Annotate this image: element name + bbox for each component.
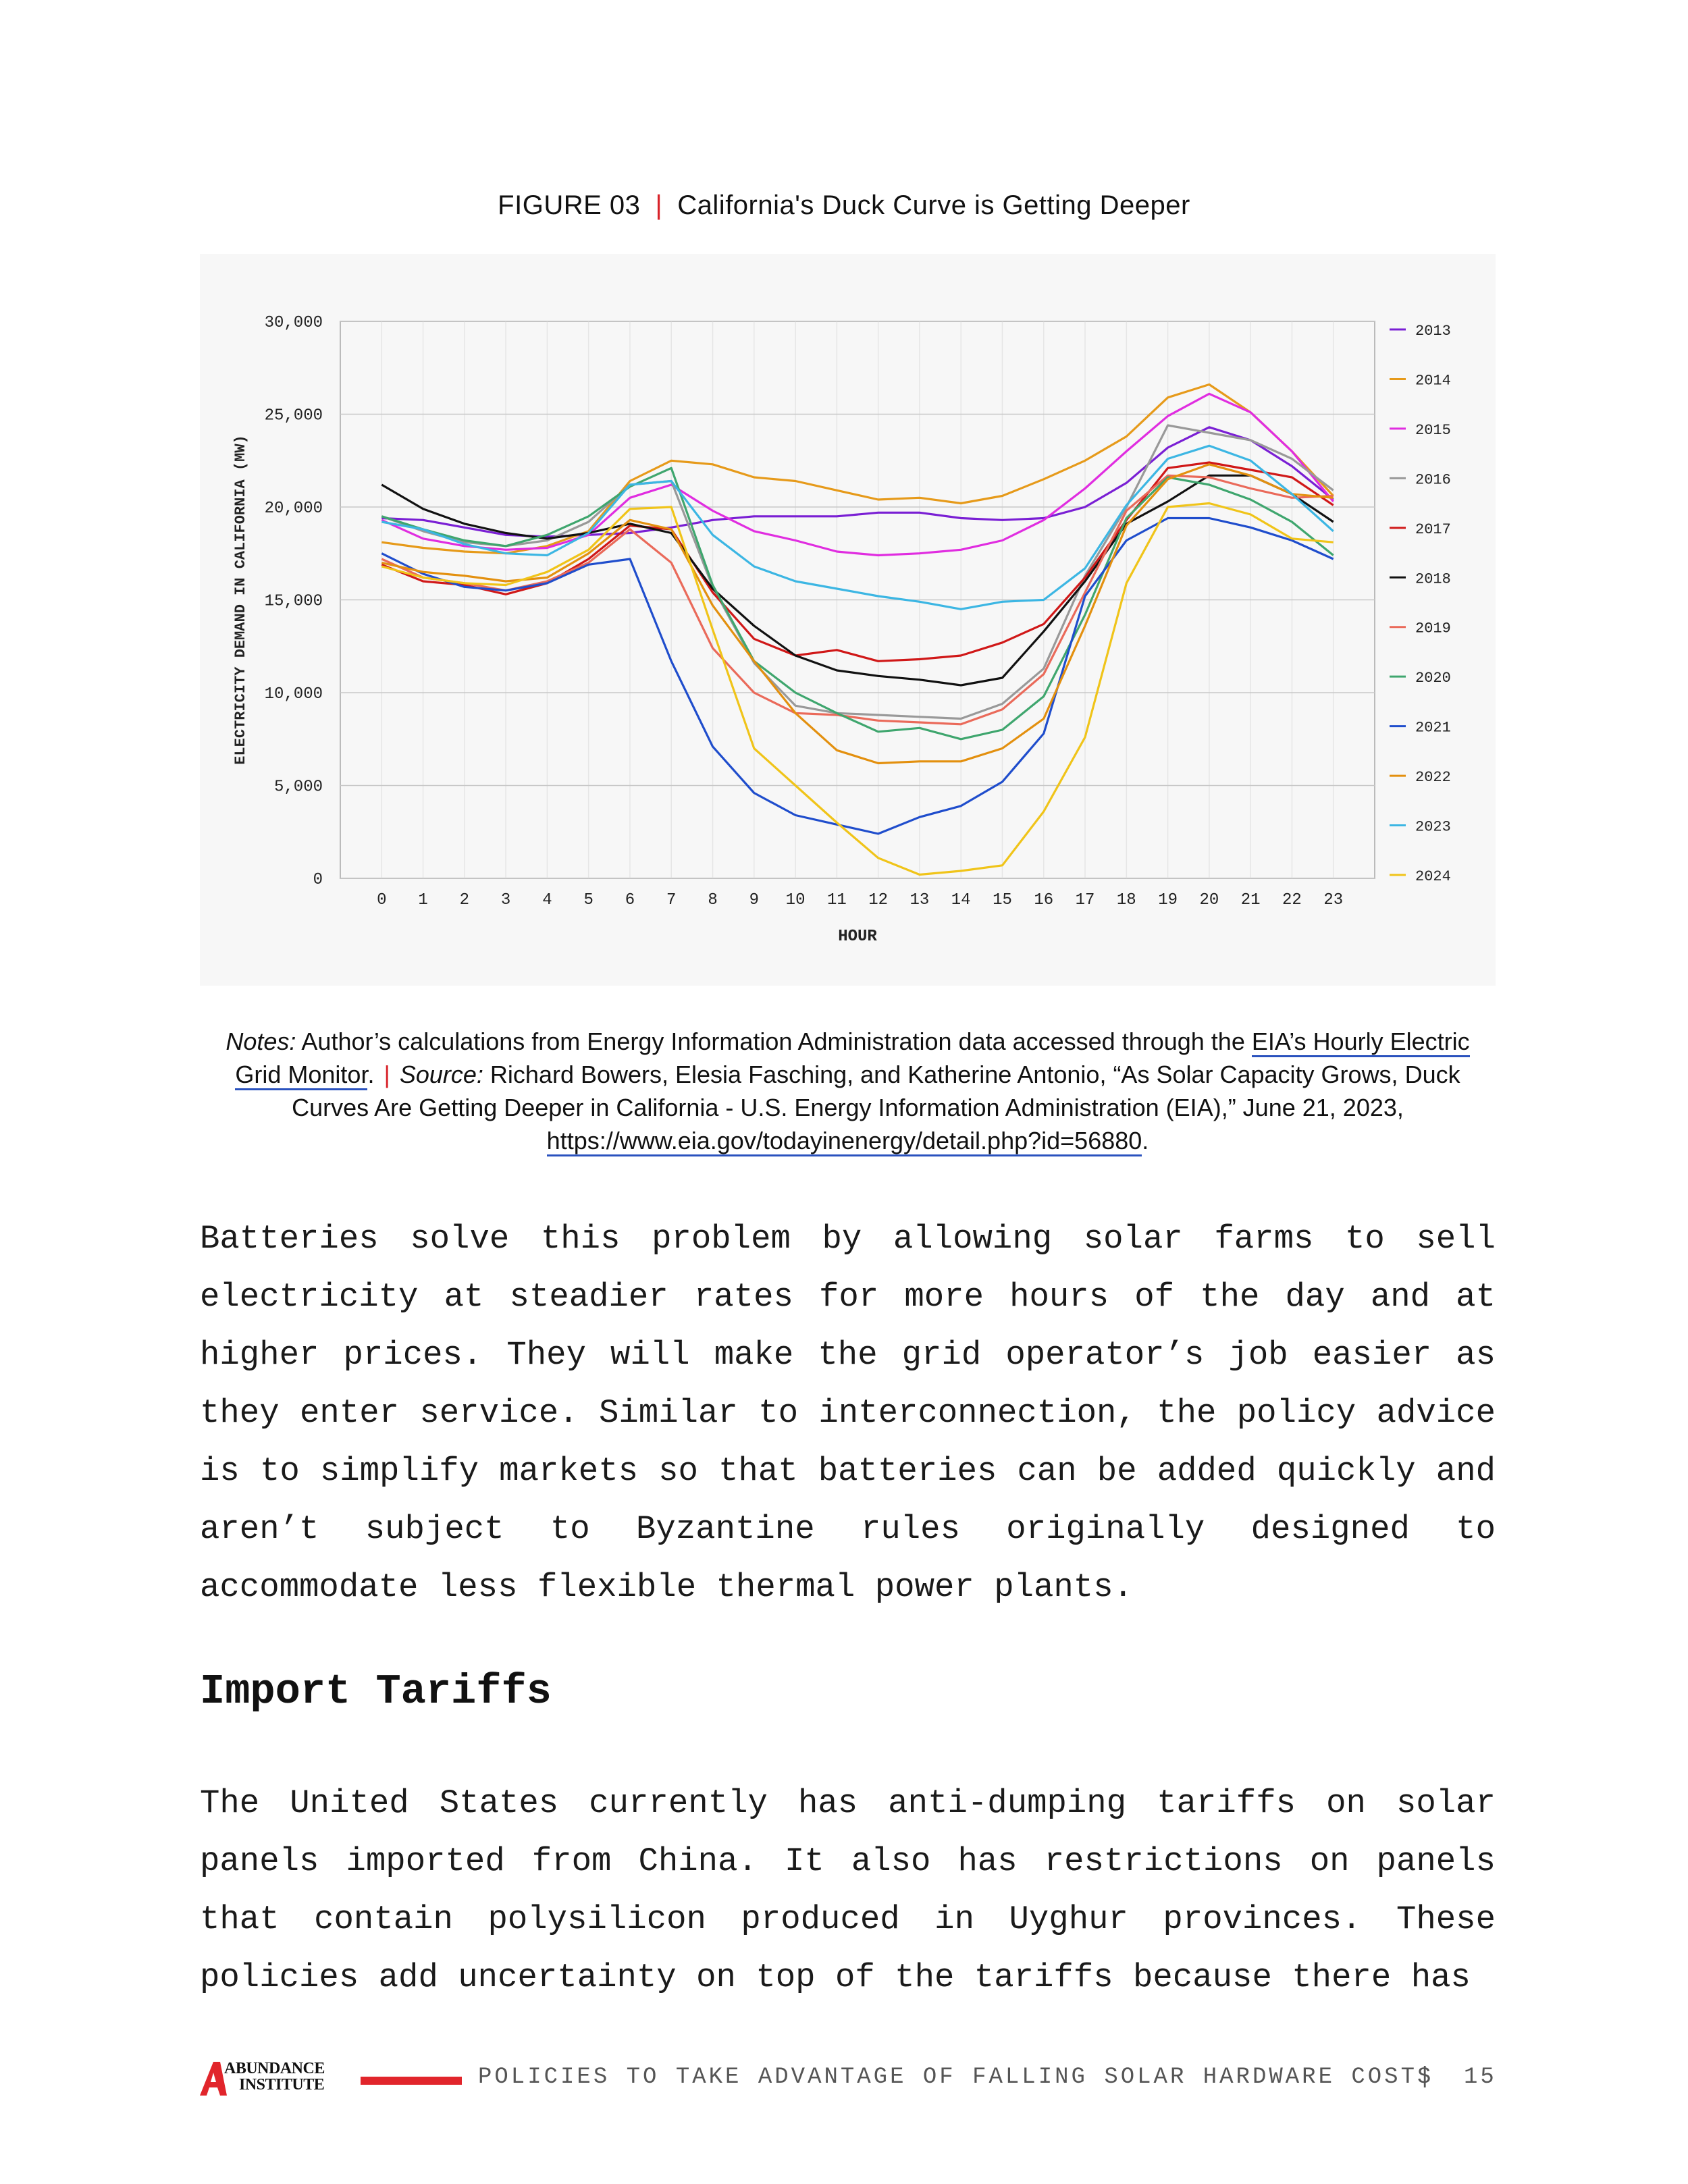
x-tick-label: 6 [625, 891, 635, 909]
legend-label-2017: 2017 [1415, 521, 1451, 538]
series-line-2017 [381, 461, 1334, 662]
x-tick-label: 3 [501, 891, 510, 909]
legend-label-2015: 2015 [1415, 422, 1451, 439]
x-tick-label: 18 [1117, 891, 1136, 909]
body-paragraph-tariffs: The United States currently has anti-dum… [200, 1784, 1496, 1996]
legend-label-2020: 2020 [1415, 670, 1451, 687]
figure-label: FIGURE 03 [498, 190, 641, 220]
x-tick-label: 1 [418, 891, 427, 909]
x-tick-label: 8 [708, 891, 717, 909]
x-tick-label: 14 [951, 891, 971, 909]
figure-notes: Notes: Author’s calculations from Energy… [200, 1025, 1496, 1157]
legend-label-2024: 2024 [1415, 868, 1451, 885]
x-tick-label: 21 [1241, 891, 1261, 909]
series-line-2024 [381, 502, 1334, 876]
figure-separator: | [655, 190, 663, 220]
x-tick-label: 2 [460, 891, 469, 909]
x-tick-label: 5 [583, 891, 593, 909]
x-tick-label: 11 [827, 891, 847, 909]
x-tick-label: 4 [542, 891, 552, 909]
logo-line-2: INSTITUTE [239, 2076, 325, 2094]
source-label: Source: [399, 1061, 483, 1088]
x-tick-label: 13 [910, 891, 930, 909]
logo-line-1: ABUNDANCE [224, 2060, 325, 2077]
legend-label-2013: 2013 [1415, 323, 1451, 340]
series-line-2023 [381, 444, 1334, 610]
legend-label-2023: 2023 [1415, 819, 1451, 836]
y-tick-label: 30,000 [265, 314, 323, 332]
x-tick-label: 9 [749, 891, 759, 909]
y-tick-label: 20,000 [265, 500, 323, 518]
x-tick-label: 19 [1158, 891, 1178, 909]
eia-grid-monitor-link[interactable]: EIA’s Hourly Electric Grid Monitor [235, 1028, 1470, 1090]
legend-label-2014: 2014 [1415, 372, 1451, 389]
notes-end: . [367, 1061, 375, 1088]
chart-panel: 0 5,000 10,000 15,000 20,000 25,000 30,000 0 1 2 3… [200, 254, 1496, 986]
legend-label-2019: 2019 [1415, 620, 1451, 637]
x-tick-label: 10 [786, 891, 806, 909]
x-tick-label: 16 [1034, 891, 1053, 909]
logo-a-icon [200, 2062, 227, 2096]
body-paragraph-batteries: Batteries solve this problem by allowing… [200, 1220, 1496, 1606]
notes-label: Notes: [226, 1028, 296, 1055]
x-tick-label: 15 [993, 891, 1012, 909]
series-line-2020 [381, 467, 1334, 741]
x-tick-label: 12 [868, 891, 888, 909]
page-number: 15 [1464, 2065, 1497, 2090]
y-tick-label: 15,000 [265, 593, 323, 611]
x-tick-label: 0 [377, 891, 386, 909]
section-heading-import-tariffs: Import Tariffs [200, 1668, 552, 1715]
notes-separator: | [384, 1061, 390, 1088]
x-tick-label: 22 [1282, 891, 1302, 909]
logo-wordmark: ABUNDANCE INSTITUTE [224, 2060, 325, 2093]
y-tick-label: 0 [313, 871, 323, 889]
series-line-2016 [381, 424, 1334, 720]
page-footer: ABUNDANCE INSTITUTE POLICIES TO TAKE ADV… [0, 2059, 1688, 2100]
footer-separator: | [1418, 2065, 1432, 2090]
footer-running-title: POLICIES TO TAKE ADVANTAGE OF FALLING SO… [478, 2065, 1434, 2090]
x-tick-label: 20 [1199, 891, 1219, 909]
notes-text: Author’s calculations from Energy Inform… [296, 1028, 1252, 1055]
source-end: . [1142, 1127, 1149, 1154]
figure-title: FIGURE 03 | California's Duck Curve is Get… [0, 190, 1688, 221]
footer-accent-bar [361, 2077, 462, 2085]
x-axis-label: HOUR [838, 928, 877, 946]
y-tick-label: 10,000 [265, 685, 323, 703]
abundance-institute-logo: ABUNDANCE INSTITUTE [200, 2059, 335, 2098]
series-line-2015 [381, 392, 1334, 557]
x-tick-label: 23 [1323, 891, 1343, 909]
y-tick-label: 25,000 [265, 407, 323, 425]
source-text: Richard Bowers, Elesia Fasching, and Kat… [292, 1061, 1460, 1121]
legend-label-2018: 2018 [1415, 570, 1451, 587]
eia-article-link[interactable]: https://www.eia.gov/todayinenergy/detail… [546, 1127, 1142, 1156]
series-line-2022 [381, 463, 1334, 765]
series-line-2021 [381, 516, 1334, 835]
legend-label-2021: 2021 [1415, 720, 1451, 737]
legend-label-2016: 2016 [1415, 471, 1451, 488]
y-tick-label: 5,000 [274, 778, 323, 797]
x-tick-label: 7 [666, 891, 676, 909]
y-axis-label: ELECTRICITY DEMAND IN CALIFORNIA (MW) [232, 435, 249, 764]
x-tick-label: 17 [1076, 891, 1095, 909]
series-line-2014 [381, 383, 1334, 555]
figure-caption: California's Duck Curve is Getting Deepe… [677, 190, 1190, 220]
legend-label-2022: 2022 [1415, 769, 1451, 786]
